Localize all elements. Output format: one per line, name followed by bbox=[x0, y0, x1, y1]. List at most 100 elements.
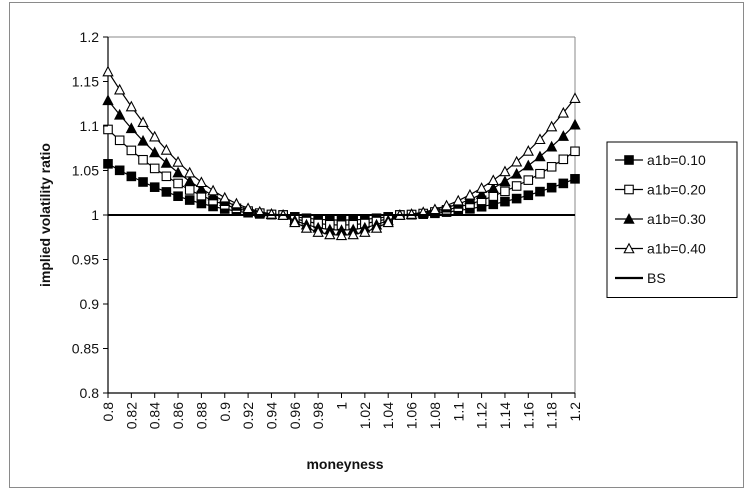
data-point bbox=[475, 188, 488, 200]
x-tick-label: 0.9 bbox=[217, 402, 233, 422]
data-point bbox=[511, 193, 522, 204]
data-point bbox=[347, 228, 359, 240]
data-point bbox=[184, 195, 195, 205]
y-tick-label: 0.9 bbox=[80, 296, 100, 312]
x-tick-label: 0.94 bbox=[263, 402, 279, 429]
data-point bbox=[500, 186, 510, 197]
data-point bbox=[184, 175, 196, 187]
data-point bbox=[382, 216, 394, 228]
data-point bbox=[173, 191, 183, 202]
data-point bbox=[511, 181, 522, 191]
x-tick-label: 1.16 bbox=[520, 402, 536, 429]
data-point bbox=[570, 174, 580, 184]
data-point bbox=[126, 171, 137, 182]
series-line bbox=[107, 71, 576, 236]
x-tick-labels: 0.8 0.82 0.84 0.86 0.88 0.9 0.92 0.94 0.96 0.98 1 1… bbox=[100, 393, 583, 429]
data-point bbox=[534, 133, 546, 145]
data-point bbox=[114, 83, 126, 95]
y-tick-label: 1.2 bbox=[80, 29, 100, 45]
data-point bbox=[195, 182, 208, 194]
y-tick-label: 0.95 bbox=[72, 252, 99, 268]
legend-label: BS bbox=[647, 270, 666, 286]
legend-label: a1b=0.30 bbox=[647, 211, 706, 227]
series-marks bbox=[102, 65, 581, 241]
data-point bbox=[219, 191, 231, 203]
data-point bbox=[499, 175, 511, 187]
data-point bbox=[149, 182, 160, 192]
data-point bbox=[546, 161, 557, 172]
x-tick-label: 1.1 bbox=[450, 402, 466, 422]
data-point bbox=[557, 130, 569, 141]
data-point bbox=[172, 155, 184, 167]
data-point bbox=[160, 143, 173, 155]
data-point bbox=[149, 163, 160, 174]
data-point bbox=[184, 166, 196, 178]
x-tick-label: 0.88 bbox=[193, 402, 209, 429]
data-point bbox=[161, 187, 172, 197]
data-point bbox=[300, 222, 313, 233]
x-tick-label: 1.02 bbox=[357, 402, 373, 429]
data-point bbox=[535, 186, 545, 197]
chart-svg: 0.8 0.82 0.84 0.86 0.88 0.9 0.92 0.94 0.96 0.98 1 1… bbox=[37, 29, 738, 472]
data-point bbox=[184, 185, 195, 195]
data-point bbox=[570, 146, 580, 157]
x-tick-label: 1.06 bbox=[404, 402, 420, 429]
data-point bbox=[149, 130, 161, 142]
y-tick-label: 1 bbox=[91, 207, 99, 223]
data-point bbox=[569, 118, 581, 130]
x-tick-label: 1.18 bbox=[544, 402, 560, 429]
legend: a1b=0.10 a1b=0.20 a1b=0.30 a1b=0.40 BS bbox=[606, 141, 738, 298]
data-point bbox=[114, 165, 125, 176]
data-point bbox=[475, 182, 488, 193]
data-point bbox=[488, 199, 499, 210]
data-point bbox=[289, 216, 301, 228]
x-tick-label: 1.08 bbox=[427, 402, 443, 429]
x-tick-label: 0.82 bbox=[123, 402, 139, 429]
legend-label: a1b=0.10 bbox=[647, 152, 706, 168]
x-tick-label: 0.98 bbox=[310, 402, 326, 429]
data-point bbox=[242, 202, 254, 214]
data-point bbox=[487, 182, 499, 193]
legend-entry: BS bbox=[615, 270, 666, 286]
y-axis-title: implied volatility ratio bbox=[37, 143, 53, 287]
data-point bbox=[324, 228, 336, 240]
data-point bbox=[623, 213, 635, 224]
data-point bbox=[126, 145, 137, 156]
data-point bbox=[500, 196, 510, 207]
data-point bbox=[137, 116, 149, 128]
data-point bbox=[114, 135, 125, 146]
data-point bbox=[623, 242, 635, 254]
data-point bbox=[545, 140, 558, 152]
data-point bbox=[103, 159, 113, 169]
data-point bbox=[173, 178, 183, 189]
x-tick-label: 0.96 bbox=[287, 402, 303, 429]
data-point bbox=[558, 154, 569, 165]
data-point bbox=[149, 146, 161, 158]
y-tick-label: 0.8 bbox=[80, 385, 100, 401]
data-point bbox=[499, 165, 511, 177]
data-point bbox=[558, 178, 569, 189]
x-tick-label: 1.04 bbox=[380, 402, 396, 429]
y-tick-labels: 0.8 0.85 0.9 0.95 1 1.05 1.1 1.15 1.2 bbox=[72, 29, 108, 401]
data-point bbox=[624, 184, 634, 195]
data-point bbox=[522, 159, 534, 171]
data-point bbox=[464, 188, 476, 200]
data-point bbox=[488, 191, 499, 201]
data-point bbox=[196, 198, 207, 209]
data-point bbox=[534, 150, 546, 162]
data-point bbox=[370, 222, 383, 233]
legend-entry: a1b=0.40 bbox=[615, 241, 706, 257]
data-point bbox=[510, 155, 523, 167]
x-tick-label: 0.8 bbox=[100, 402, 116, 422]
data-point bbox=[160, 157, 173, 168]
y-tick-label: 1.1 bbox=[80, 118, 100, 134]
data-point bbox=[335, 229, 348, 241]
legend-label: a1b=0.20 bbox=[647, 182, 706, 198]
data-point bbox=[125, 100, 138, 112]
legend-entry: a1b=0.20 bbox=[615, 182, 706, 198]
y-tick-label: 0.85 bbox=[72, 341, 99, 357]
data-point bbox=[138, 154, 148, 165]
legend-label: a1b=0.40 bbox=[647, 241, 706, 257]
data-point bbox=[114, 108, 126, 120]
data-point bbox=[452, 194, 464, 206]
